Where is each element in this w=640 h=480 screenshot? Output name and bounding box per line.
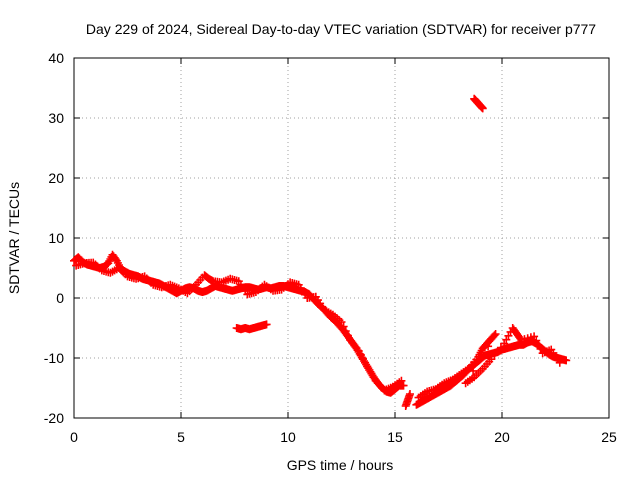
y-axis-ticks: -20 -10 0 10 20 30 40: [44, 50, 609, 426]
grid-lines: [74, 58, 609, 418]
y-tick-label: -20: [44, 410, 64, 426]
x-tick-label: 5: [177, 429, 185, 445]
data-point-interp: [339, 322, 348, 331]
chart-title: Day 229 of 2024, Sidereal Day-to-day VTE…: [86, 21, 596, 37]
data-point: [337, 318, 346, 326]
x-tick-label: 15: [387, 429, 403, 445]
data-point: [530, 332, 539, 341]
data-point: [397, 376, 406, 385]
x-tick-label: 0: [70, 429, 78, 445]
data-point: [262, 320, 271, 329]
data-points: [70, 94, 571, 410]
data-point: [555, 358, 564, 367]
y-axis-label: SDTVAR / TECUs: [6, 182, 22, 294]
y-tick-label: 0: [56, 290, 64, 306]
data-point-interp: [484, 342, 493, 351]
y-tick-label: -10: [44, 350, 64, 366]
x-axis-ticks: 0 5 10 15 20 25: [70, 58, 617, 445]
data-point-interp: [490, 331, 499, 340]
data-point: [491, 330, 500, 338]
x-axis-label: GPS time / hours: [287, 457, 394, 473]
data-point-interp: [534, 340, 543, 349]
y-tick-label: 40: [48, 50, 64, 66]
data-point-interp: [532, 336, 541, 345]
data-point: [478, 104, 487, 113]
data-point-interp: [343, 331, 352, 340]
x-tick-label: 20: [494, 429, 510, 445]
data-point: [562, 356, 571, 365]
data-point: [405, 390, 414, 398]
data-point-interp: [476, 354, 485, 363]
x-tick-label: 25: [601, 429, 617, 445]
data-point-interp: [469, 366, 478, 375]
data-point: [399, 381, 408, 390]
data-point-interp: [536, 345, 545, 353]
y-tick-label: 30: [48, 110, 64, 126]
data-point-interp: [341, 327, 350, 335]
y-tick-label: 10: [48, 230, 64, 246]
y-tick-label: 20: [48, 170, 64, 186]
x-tick-label: 10: [280, 429, 296, 445]
